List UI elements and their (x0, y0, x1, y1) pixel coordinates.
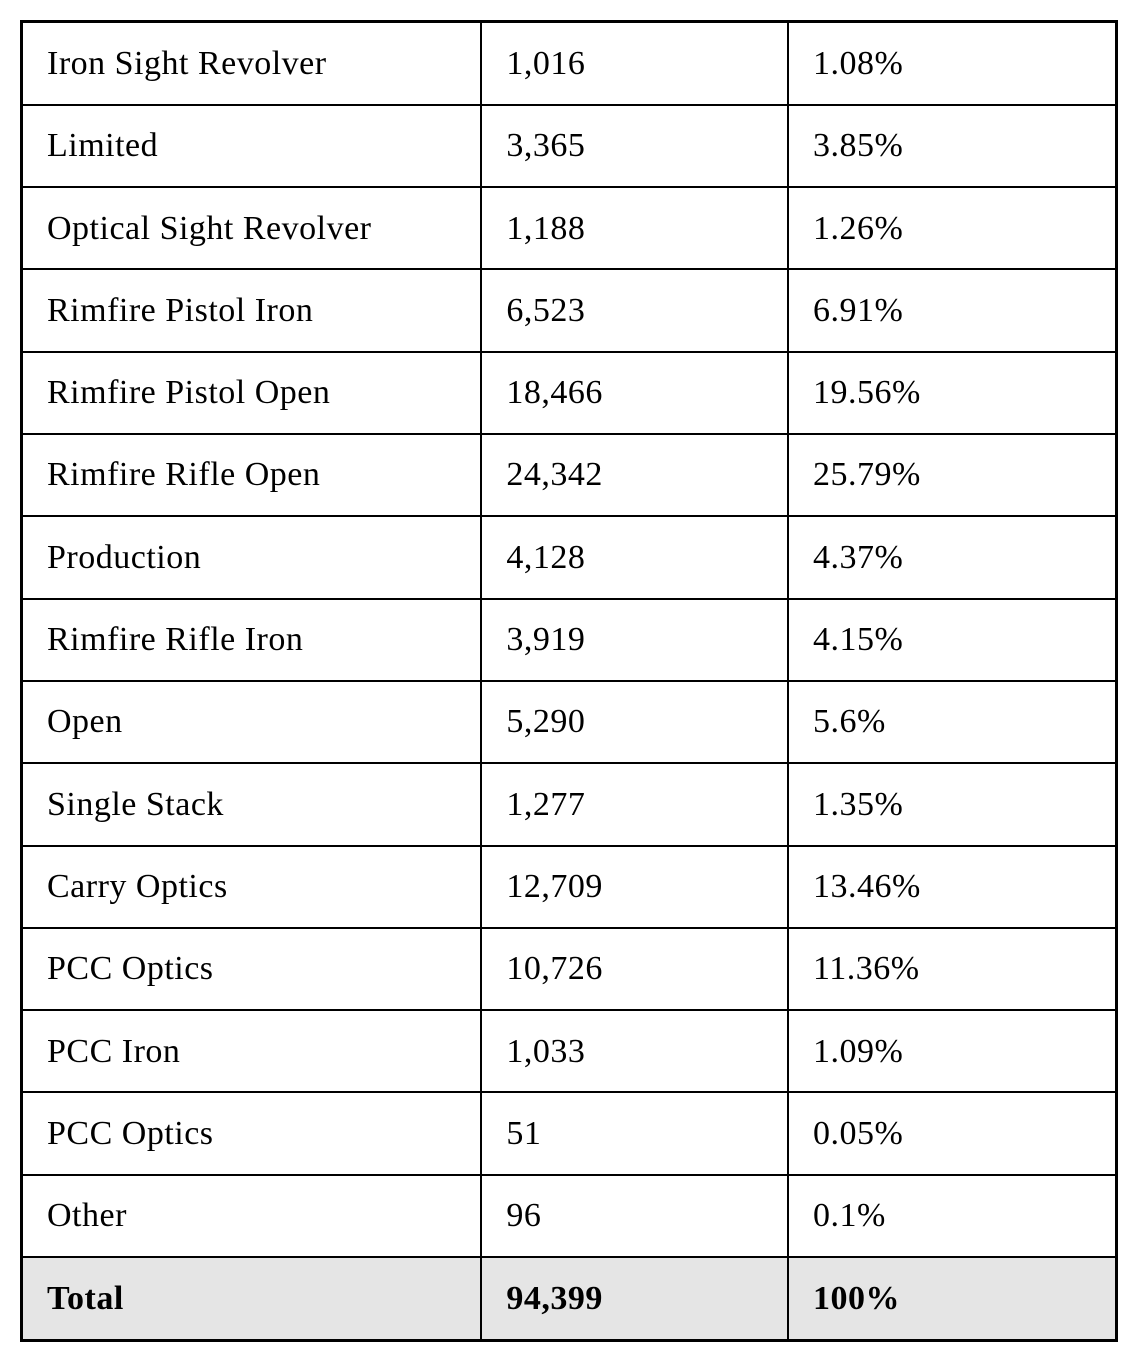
table-row: Rimfire Rifle Open 24,342 25.79% (22, 434, 1117, 516)
table-row: PCC Optics 10,726 11.36% (22, 928, 1117, 1010)
cell-percent: 6.91% (788, 269, 1117, 351)
table-row: Other 96 0.1% (22, 1175, 1117, 1257)
table-row: Single Stack 1,277 1.35% (22, 763, 1117, 845)
cell-category: Total (22, 1257, 482, 1341)
table-row: Production 4,128 4.37% (22, 516, 1117, 598)
cell-percent: 100% (788, 1257, 1117, 1341)
cell-percent: 0.05% (788, 1092, 1117, 1174)
cell-count: 24,342 (481, 434, 788, 516)
table-body: Iron Sight Revolver 1,016 1.08% Limited … (22, 22, 1117, 1341)
cell-count: 1,188 (481, 187, 788, 269)
table-row-total: Total 94,399 100% (22, 1257, 1117, 1341)
cell-category: Open (22, 681, 482, 763)
cell-category: Rimfire Pistol Open (22, 352, 482, 434)
table-row: Open 5,290 5.6% (22, 681, 1117, 763)
cell-count: 10,726 (481, 928, 788, 1010)
cell-category: Optical Sight Revolver (22, 187, 482, 269)
cell-category: Single Stack (22, 763, 482, 845)
cell-count: 96 (481, 1175, 788, 1257)
cell-percent: 4.15% (788, 599, 1117, 681)
cell-category: Rimfire Rifle Iron (22, 599, 482, 681)
table-row: PCC Optics 51 0.05% (22, 1092, 1117, 1174)
cell-category: PCC Optics (22, 1092, 482, 1174)
cell-category: Carry Optics (22, 846, 482, 928)
cell-count: 1,033 (481, 1010, 788, 1092)
cell-category: Production (22, 516, 482, 598)
cell-count: 5,290 (481, 681, 788, 763)
cell-percent: 13.46% (788, 846, 1117, 928)
cell-count: 4,128 (481, 516, 788, 598)
cell-category: Other (22, 1175, 482, 1257)
cell-percent: 11.36% (788, 928, 1117, 1010)
cell-count: 6,523 (481, 269, 788, 351)
cell-count: 3,919 (481, 599, 788, 681)
table-row: Rimfire Rifle Iron 3,919 4.15% (22, 599, 1117, 681)
table-row: Optical Sight Revolver 1,188 1.26% (22, 187, 1117, 269)
cell-percent: 25.79% (788, 434, 1117, 516)
cell-category: Limited (22, 105, 482, 187)
cell-count: 94,399 (481, 1257, 788, 1341)
cell-percent: 4.37% (788, 516, 1117, 598)
cell-category: Rimfire Pistol Iron (22, 269, 482, 351)
table-row: Rimfire Pistol Iron 6,523 6.91% (22, 269, 1117, 351)
table-row: PCC Iron 1,033 1.09% (22, 1010, 1117, 1092)
cell-count: 3,365 (481, 105, 788, 187)
cell-count: 1,277 (481, 763, 788, 845)
cell-percent: 1.08% (788, 22, 1117, 105)
cell-percent: 0.1% (788, 1175, 1117, 1257)
cell-percent: 5.6% (788, 681, 1117, 763)
cell-category: Rimfire Rifle Open (22, 434, 482, 516)
cell-percent: 1.26% (788, 187, 1117, 269)
cell-percent: 1.09% (788, 1010, 1117, 1092)
category-table: Iron Sight Revolver 1,016 1.08% Limited … (20, 20, 1118, 1342)
table-row: Rimfire Pistol Open 18,466 19.56% (22, 352, 1117, 434)
cell-count: 12,709 (481, 846, 788, 928)
cell-count: 1,016 (481, 22, 788, 105)
cell-percent: 19.56% (788, 352, 1117, 434)
cell-category: PCC Optics (22, 928, 482, 1010)
cell-category: PCC Iron (22, 1010, 482, 1092)
cell-count: 18,466 (481, 352, 788, 434)
cell-percent: 3.85% (788, 105, 1117, 187)
cell-percent: 1.35% (788, 763, 1117, 845)
cell-category: Iron Sight Revolver (22, 22, 482, 105)
table-row: Limited 3,365 3.85% (22, 105, 1117, 187)
cell-count: 51 (481, 1092, 788, 1174)
table-row: Iron Sight Revolver 1,016 1.08% (22, 22, 1117, 105)
table-row: Carry Optics 12,709 13.46% (22, 846, 1117, 928)
